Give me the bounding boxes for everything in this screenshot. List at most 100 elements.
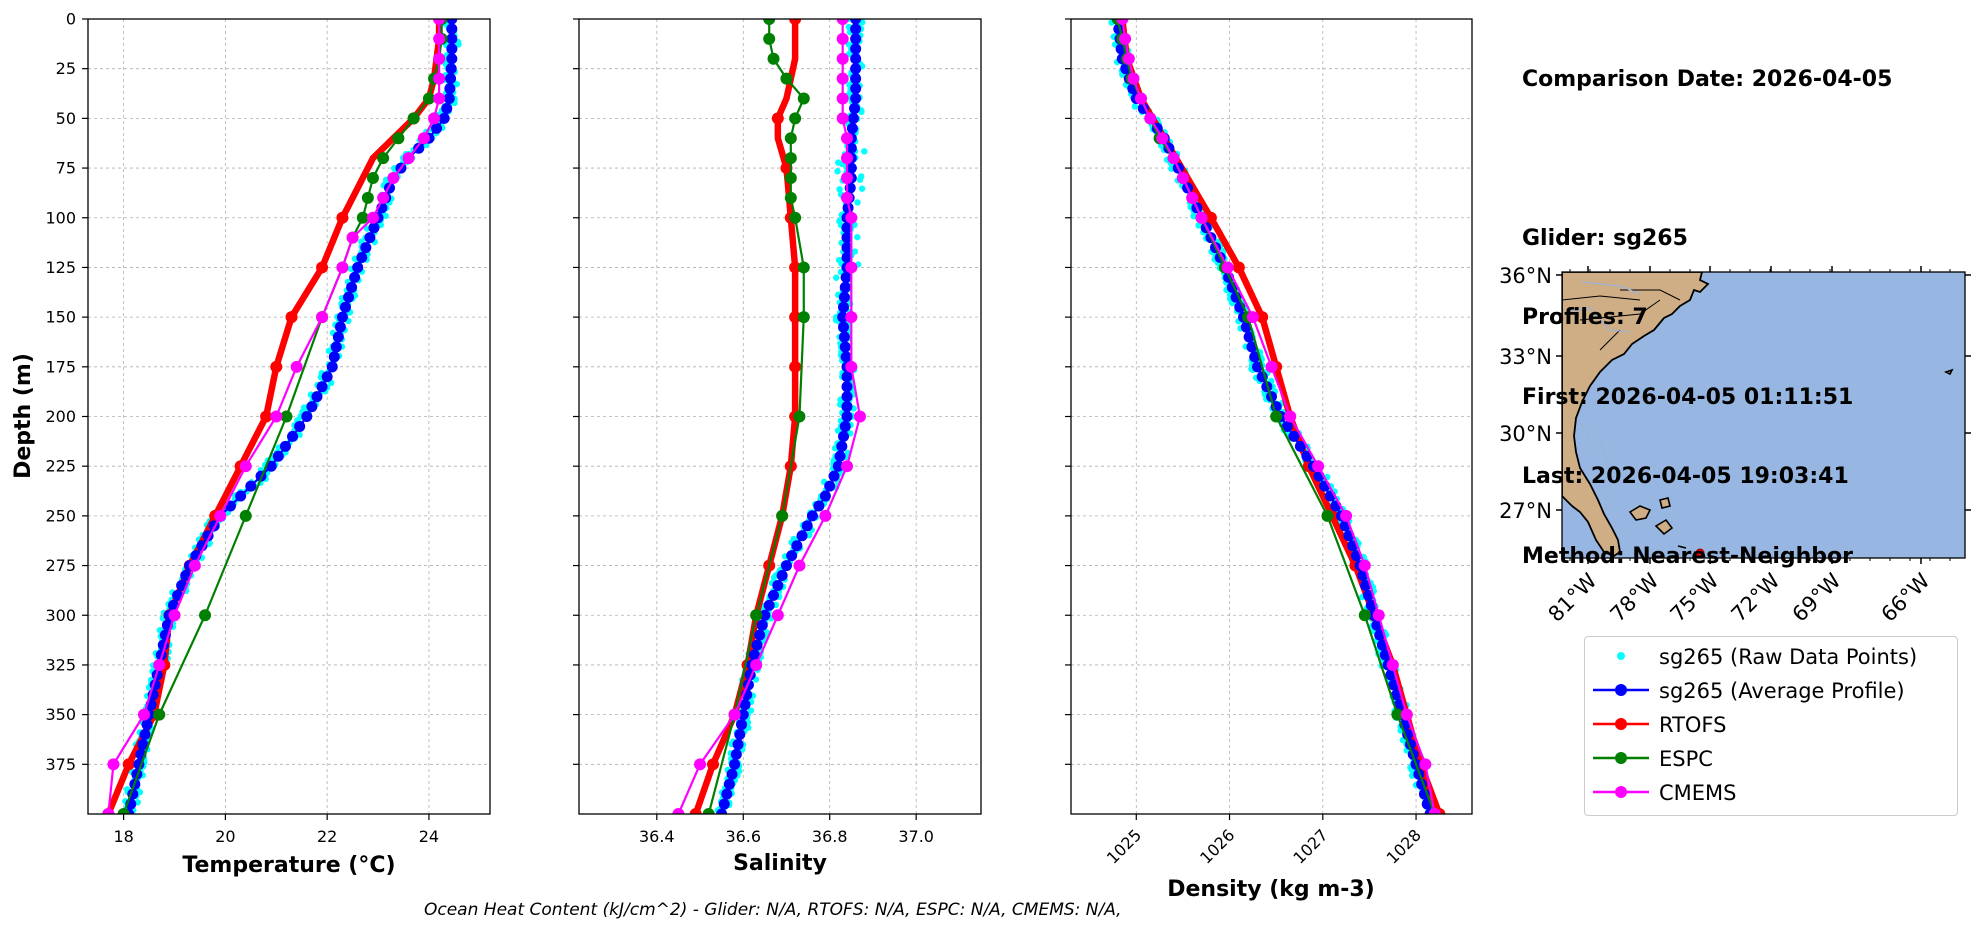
avg-marker: [786, 550, 798, 562]
avg-marker: [446, 33, 458, 45]
last-time: Last: 2026-04-05 19:03:41: [1522, 464, 1849, 489]
cmems-marker: [188, 559, 201, 572]
avg-marker: [840, 271, 852, 283]
cmems-marker: [433, 92, 446, 105]
avg-marker: [841, 232, 853, 244]
avg-marker: [841, 252, 853, 263]
cmems-marker: [433, 52, 446, 65]
avg-marker: [721, 788, 733, 800]
avg-marker: [368, 222, 380, 234]
espc-marker: [797, 92, 810, 105]
density-xlabel: Density (kg m-3): [1167, 877, 1375, 902]
espc-marker: [1321, 509, 1334, 522]
salinity-series: [672, 19, 868, 814]
rtofs-marker: [122, 758, 135, 771]
rtofs-marker: [316, 261, 329, 274]
avg-marker: [431, 122, 443, 134]
avg-marker: [828, 470, 840, 482]
avg-marker: [445, 73, 457, 85]
raw-data-point: [1131, 103, 1139, 110]
avg-marker: [311, 391, 323, 403]
espc-marker: [392, 132, 405, 145]
cmems-marker: [841, 172, 853, 184]
avg-marker: [1281, 420, 1293, 432]
rtofs-marker: [780, 162, 793, 175]
raw-data-point: [453, 80, 460, 88]
avg-marker: [438, 112, 450, 124]
cmems-marker: [841, 191, 853, 204]
glider-location-marker: [1695, 548, 1705, 558]
cmems-marker: [841, 152, 853, 165]
legend-item-cmems: CMEMS: [1585, 777, 1957, 811]
avg-marker: [841, 411, 853, 422]
espc-marker: [1358, 609, 1371, 622]
rtofs-marker: [707, 758, 719, 771]
avg-marker: [1301, 450, 1313, 462]
rtofs-marker: [789, 261, 802, 274]
espc-marker: [702, 808, 715, 814]
cmems-marker: [433, 19, 446, 25]
avg-marker: [287, 430, 299, 442]
avg-marker: [837, 311, 849, 323]
temperature-panel: 18 20 22 24 0 25 50 75 100 125 150 175 200 225 250 275 3…: [11, 10, 491, 878]
cmems-marker: [1265, 360, 1278, 373]
avg-marker: [850, 93, 862, 104]
avg-marker: [339, 301, 351, 313]
avg-marker: [850, 73, 862, 85]
avg-marker: [446, 43, 458, 55]
cmems-marker: [107, 758, 120, 771]
avg-marker: [748, 649, 760, 661]
legend-label-rtofs: RTOFS: [1659, 713, 1727, 737]
rtofs-marker: [789, 311, 802, 324]
map-lat-label: 30°N: [1499, 422, 1552, 446]
avg-marker: [360, 242, 372, 254]
avg-marker: [850, 33, 862, 45]
salinity-ticks: 36.4 36.6 36.8 37.0: [573, 18, 934, 846]
avg-marker: [850, 43, 862, 55]
cmems-marker: [1176, 172, 1189, 184]
avg-marker: [841, 391, 853, 403]
avg-marker: [739, 699, 751, 711]
temperature-xlabel: Temperature (°C): [182, 853, 395, 878]
map-lat-label: 27°N: [1499, 499, 1552, 523]
cmems-marker: [1386, 658, 1399, 671]
rtofs-marker: [260, 410, 273, 423]
depth-ytick-label: 250: [45, 506, 76, 525]
espc-marker: [763, 19, 776, 25]
salinity-xlabel: Salinity: [733, 851, 827, 876]
rtofs-marker: [789, 19, 802, 25]
first-time: First: 2026-04-05 01:11:51: [1522, 384, 1854, 410]
cmems-marker: [841, 132, 853, 145]
temperature-xtick-label: 20: [215, 827, 235, 846]
density-xtick-label: 1025: [1103, 825, 1145, 867]
raw-data-point: [854, 233, 861, 241]
legend-rtofs-marker: [1615, 718, 1627, 730]
cmems-marker: [1119, 32, 1132, 45]
cmems-marker: [836, 32, 849, 45]
avg-marker: [850, 53, 862, 65]
cmems-marker: [1144, 112, 1157, 125]
avg-marker: [1230, 291, 1242, 303]
avg-marker: [836, 440, 848, 452]
avg-marker: [841, 222, 853, 234]
raw-data-point: [1190, 213, 1197, 220]
avg-marker: [729, 758, 741, 770]
cmems-marker: [672, 808, 685, 814]
legend-label-espc: ESPC: [1659, 747, 1713, 771]
raw-data-point: [770, 574, 778, 581]
avg-marker: [819, 490, 831, 502]
cmems-marker: [387, 172, 400, 184]
map-land: [1562, 272, 1710, 558]
avg-marker: [413, 142, 425, 154]
depth-ytick-label: 100: [45, 208, 76, 227]
density-xtick-label: 1027: [1289, 825, 1331, 867]
cmems-marker: [1358, 559, 1371, 572]
avg-marker: [850, 23, 862, 35]
avg-marker: [772, 579, 784, 591]
avg-marker: [321, 371, 333, 383]
avg-marker: [349, 271, 361, 283]
avg-marker: [801, 520, 813, 532]
espc-marker: [789, 112, 802, 125]
legend-raw-marker: [1617, 652, 1625, 660]
cmems-marker: [1134, 92, 1147, 105]
